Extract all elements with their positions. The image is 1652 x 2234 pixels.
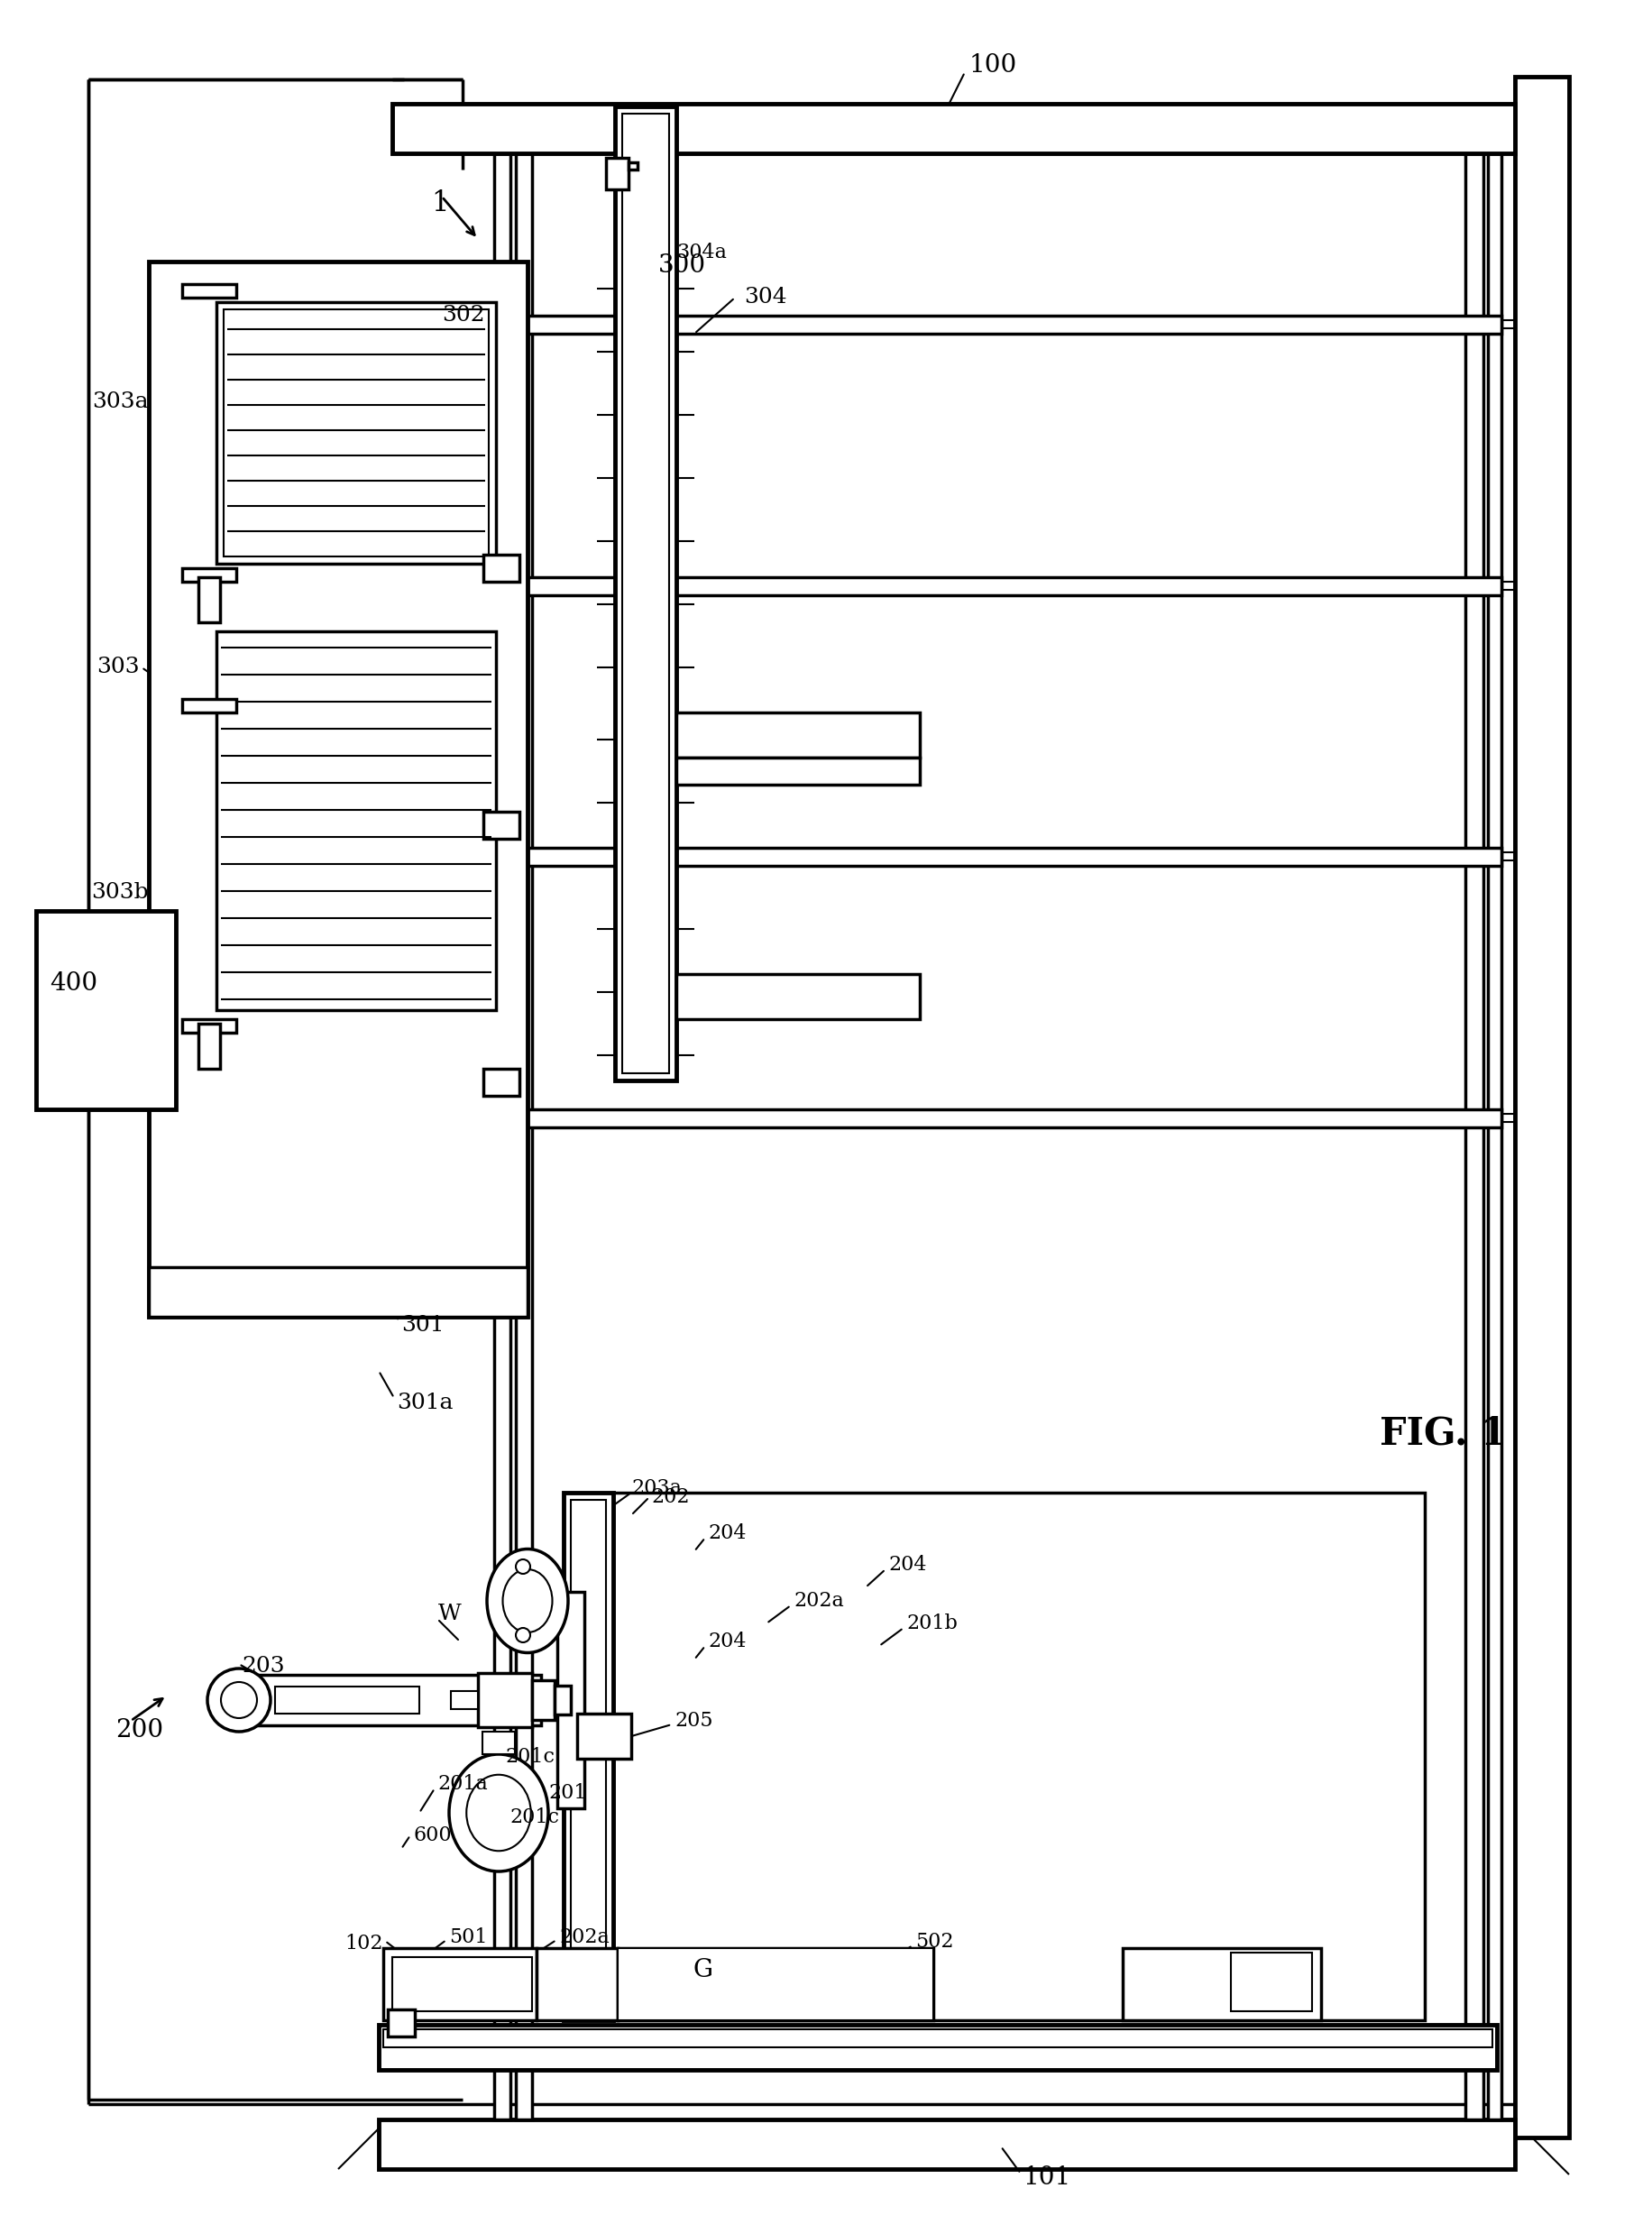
- Bar: [182, 567, 236, 581]
- Bar: [572, 1499, 606, 2013]
- Text: 204: 204: [889, 1555, 927, 1575]
- Text: 203a: 203a: [631, 1479, 682, 1499]
- Bar: [1488, 154, 1502, 2120]
- Bar: [484, 554, 519, 581]
- Text: 102: 102: [345, 1935, 383, 1953]
- Bar: [392, 103, 1515, 154]
- Bar: [618, 1948, 933, 2020]
- Ellipse shape: [449, 1754, 548, 1872]
- Bar: [36, 911, 175, 1110]
- Bar: [615, 107, 676, 1081]
- Text: 304: 304: [743, 288, 786, 308]
- Bar: [563, 1492, 613, 2020]
- Bar: [383, 1948, 537, 2020]
- Bar: [235, 1676, 542, 1725]
- Text: 201b: 201b: [907, 1613, 958, 1633]
- Text: 201: 201: [548, 1783, 586, 1803]
- Text: 501: 501: [449, 1928, 487, 1948]
- Bar: [618, 1948, 933, 2020]
- Bar: [494, 1110, 1502, 1128]
- Text: 304a: 304a: [676, 244, 727, 261]
- Bar: [149, 1267, 527, 1316]
- Text: 204: 204: [707, 1631, 747, 1651]
- Text: 203: 203: [241, 1655, 284, 1678]
- Circle shape: [515, 1629, 530, 1642]
- Bar: [676, 757, 920, 784]
- Text: FIG. 1: FIG. 1: [1379, 1414, 1507, 1452]
- Bar: [494, 154, 510, 2120]
- Bar: [577, 1713, 631, 1758]
- Bar: [383, 2028, 1492, 2046]
- Text: 202a: 202a: [793, 1591, 844, 1611]
- Bar: [494, 847, 1502, 867]
- Text: 205: 205: [674, 1711, 712, 1731]
- Bar: [1123, 1948, 1322, 2020]
- Ellipse shape: [487, 1548, 568, 1653]
- Bar: [676, 713, 920, 757]
- Bar: [623, 114, 669, 1072]
- Text: 502: 502: [915, 1932, 953, 1953]
- Text: 100: 100: [970, 54, 1018, 78]
- Bar: [392, 1957, 532, 2011]
- Bar: [515, 154, 532, 2120]
- Text: G: G: [692, 1959, 712, 1984]
- Bar: [676, 974, 920, 1019]
- Text: 303b: 303b: [91, 882, 149, 903]
- Bar: [628, 163, 638, 170]
- Bar: [1231, 1953, 1312, 2011]
- Bar: [223, 308, 489, 556]
- Text: 301: 301: [401, 1316, 444, 1336]
- Bar: [274, 1687, 420, 1713]
- Bar: [182, 699, 236, 713]
- Text: 201c: 201c: [506, 1747, 555, 1767]
- Text: 303: 303: [97, 657, 140, 677]
- Bar: [216, 302, 496, 563]
- Bar: [388, 2008, 415, 2037]
- Bar: [494, 576, 1502, 594]
- Text: 202: 202: [651, 1488, 689, 1508]
- Ellipse shape: [502, 1568, 552, 1633]
- Text: W: W: [438, 1604, 461, 1624]
- Bar: [484, 1068, 519, 1097]
- Bar: [537, 1948, 618, 2020]
- Text: 301a: 301a: [396, 1392, 453, 1412]
- Bar: [477, 1673, 532, 1727]
- Bar: [1465, 154, 1483, 2120]
- Bar: [182, 1019, 236, 1032]
- Text: 204: 204: [707, 1524, 747, 1544]
- Text: 200: 200: [116, 1718, 164, 1743]
- Text: 303a: 303a: [93, 391, 149, 411]
- Text: 400: 400: [50, 972, 97, 994]
- Bar: [198, 1023, 220, 1068]
- Bar: [606, 159, 628, 190]
- Text: 201c: 201c: [509, 1807, 558, 1827]
- Bar: [198, 576, 220, 623]
- Ellipse shape: [466, 1774, 530, 1852]
- Bar: [484, 811, 519, 838]
- Text: 600: 600: [413, 1825, 451, 1845]
- Bar: [613, 1492, 1424, 2020]
- Bar: [149, 261, 527, 1316]
- Bar: [378, 2024, 1497, 2071]
- Bar: [482, 1731, 515, 1754]
- Bar: [494, 315, 1502, 333]
- Text: 302: 302: [441, 306, 484, 326]
- Text: 300: 300: [657, 255, 705, 279]
- Bar: [557, 1593, 585, 1807]
- Text: 202a: 202a: [558, 1928, 610, 1948]
- Circle shape: [515, 1559, 530, 1573]
- Bar: [378, 2120, 1515, 2169]
- Text: 1: 1: [431, 190, 449, 217]
- Bar: [451, 1691, 477, 1709]
- Text: 201a: 201a: [438, 1774, 487, 1794]
- Bar: [216, 632, 496, 1010]
- Circle shape: [208, 1669, 271, 1731]
- Bar: [555, 1687, 572, 1713]
- Bar: [182, 284, 236, 297]
- Bar: [1515, 76, 1569, 2138]
- Text: 101: 101: [1024, 2167, 1072, 2189]
- Bar: [532, 1680, 555, 1720]
- Circle shape: [221, 1682, 258, 1718]
